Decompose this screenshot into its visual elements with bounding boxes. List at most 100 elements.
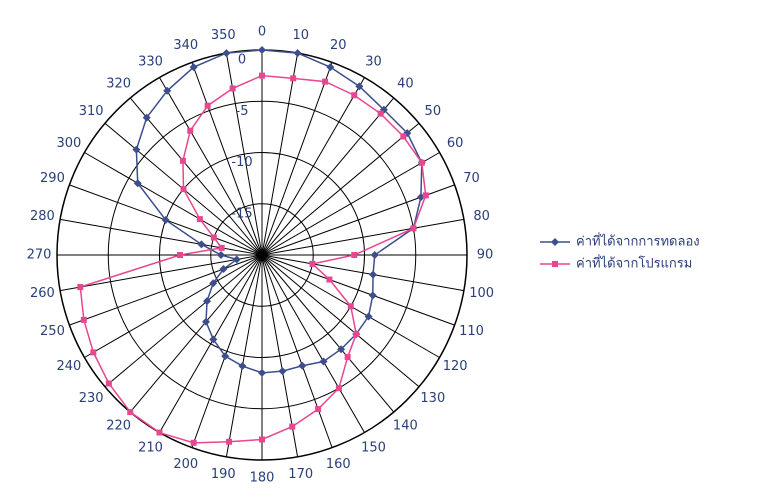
radial-tick-label: -5 [236, 104, 249, 119]
marker [238, 362, 247, 371]
marker [156, 429, 163, 436]
marker [322, 78, 329, 85]
marker [410, 225, 417, 232]
marker [278, 367, 287, 376]
marker [259, 436, 265, 443]
grid-ring [210, 203, 314, 307]
marker [353, 331, 360, 338]
angle-label: 0 [258, 25, 266, 40]
marker [258, 46, 266, 54]
angle-label: 320 [106, 77, 131, 92]
marker [337, 345, 346, 354]
marker [364, 312, 373, 321]
angle-label: 330 [138, 54, 163, 69]
angle-label: 310 [79, 104, 104, 119]
angle-label: 340 [173, 38, 198, 53]
marker [77, 284, 84, 291]
angle-label: 140 [393, 418, 418, 433]
angle-label: 50 [425, 104, 442, 119]
marker [293, 49, 302, 58]
angle-label: 90 [477, 248, 494, 263]
marker [400, 133, 407, 140]
marker [201, 317, 210, 326]
marker [222, 49, 231, 58]
angle-label: 10 [292, 28, 309, 43]
angle-label: 110 [459, 324, 484, 339]
marker [127, 409, 134, 416]
legend-marker [551, 238, 559, 246]
marker [161, 215, 170, 224]
legend-label: ค่าที่ได้จากการทดลอง [576, 233, 700, 250]
marker [218, 244, 225, 251]
marker [219, 265, 228, 274]
angle-label: 130 [420, 391, 445, 406]
grid-ring [159, 152, 365, 358]
marker [204, 102, 211, 109]
legend-label: ค่าที่ได้จากโปรแกรม [576, 255, 692, 272]
marker [217, 251, 225, 259]
angle-label: 300 [56, 136, 81, 151]
angle-label: 40 [397, 77, 414, 92]
marker [196, 216, 203, 223]
marker [258, 368, 266, 377]
angle-label: 250 [40, 324, 65, 339]
angle-label: 160 [326, 457, 351, 472]
marker [335, 385, 342, 392]
angle-label: 20 [330, 38, 347, 53]
marker [418, 159, 425, 166]
angle-label: 150 [361, 441, 386, 456]
marker [355, 82, 364, 91]
marker [326, 63, 335, 72]
marker [189, 63, 198, 72]
angle-label: 190 [211, 467, 236, 482]
angle-label: 210 [138, 441, 163, 456]
angle-label: 170 [288, 467, 313, 482]
grid-ring [107, 100, 417, 410]
angle-label: 200 [173, 457, 198, 472]
angle-label: 290 [40, 171, 65, 186]
marker [209, 335, 218, 344]
marker [132, 145, 141, 154]
marker [163, 86, 172, 95]
marker [180, 186, 187, 193]
marker [259, 72, 265, 79]
marker [290, 75, 297, 82]
marker [105, 380, 112, 387]
marker [351, 92, 358, 99]
marker [326, 276, 333, 283]
marker [369, 270, 378, 279]
marker [221, 352, 230, 361]
angle-label: 60 [447, 136, 464, 151]
marker [344, 354, 351, 361]
marker [90, 349, 97, 356]
marker [289, 423, 296, 430]
marker [80, 316, 87, 323]
angle-label: 240 [56, 359, 81, 374]
angle-label: 220 [106, 418, 131, 433]
angle-label: 100 [469, 286, 494, 301]
legend-marker [552, 261, 558, 267]
marker [232, 255, 241, 264]
marker [377, 110, 384, 117]
angle-label: 120 [443, 359, 468, 374]
angle-label: 80 [473, 209, 490, 224]
marker [368, 291, 377, 300]
marker [142, 113, 151, 122]
marker [298, 361, 307, 370]
marker [210, 234, 217, 241]
marker [351, 252, 358, 258]
marker [197, 240, 206, 249]
marker [315, 406, 322, 413]
radial-tick-label: -10 [231, 155, 252, 170]
marker [347, 303, 354, 310]
marker [226, 438, 233, 445]
angle-label: 270 [27, 248, 52, 263]
angle-label: 30 [365, 54, 382, 69]
marker [177, 252, 183, 258]
angle-label: 180 [250, 471, 275, 486]
radial-tick-label: -15 [231, 206, 252, 221]
marker [187, 127, 194, 134]
marker [229, 85, 236, 92]
marker [319, 357, 328, 366]
